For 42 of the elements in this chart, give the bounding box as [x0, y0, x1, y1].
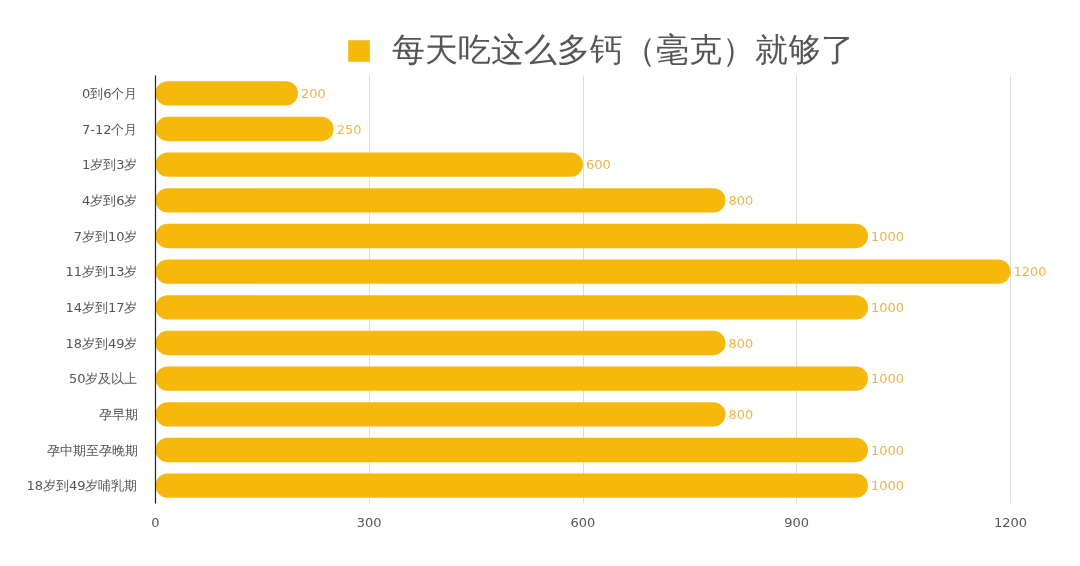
y-tick-label: 11岁到13岁	[65, 264, 138, 280]
data-label: 1200	[1013, 264, 1047, 280]
y-tick-label: 孕中期至孕晚期	[46, 442, 138, 458]
data-label: 1000	[871, 371, 905, 387]
y-tick-label: 14岁到17岁	[65, 299, 138, 315]
y-tick-label: 4岁到6岁	[81, 192, 138, 208]
data-label: 800	[728, 192, 754, 208]
y-tick-label: 50岁及以上	[68, 371, 138, 387]
data-label: 800	[728, 406, 754, 422]
y-tick-label: 18岁到49岁哺乳期	[26, 478, 138, 494]
data-label: 1000	[871, 478, 905, 494]
bar	[155, 188, 726, 213]
bar	[155, 402, 726, 427]
y-tick-label: 0到6个月	[81, 85, 138, 101]
data-label: 1000	[871, 228, 905, 244]
x-tick-label: 900	[784, 514, 810, 530]
data-label: 1000	[871, 299, 905, 315]
bar	[155, 330, 726, 356]
y-tick-label: 7岁到10岁	[73, 228, 138, 244]
x-tick-label: 0	[151, 514, 160, 530]
y-tick-label: 18岁到49岁	[65, 335, 138, 351]
data-label: 200	[301, 85, 326, 101]
x-tick-label: 1200	[993, 514, 1028, 530]
bar	[155, 81, 298, 106]
y-tick-label: 1岁到3岁	[81, 157, 138, 173]
bar	[155, 473, 868, 498]
data-label: 800	[728, 335, 754, 351]
data-label: 250	[336, 121, 362, 137]
bar	[155, 223, 868, 249]
bar	[155, 295, 868, 320]
bar	[155, 152, 583, 177]
x-tick-label: 600	[570, 514, 596, 530]
legend-label: 每天吃这么多钙（毫克）就够了	[392, 29, 854, 71]
y-tick-label: 7-12个月	[82, 121, 138, 137]
data-label: 600	[586, 157, 611, 173]
data-label: 1000	[871, 442, 905, 458]
bar	[155, 116, 334, 142]
bar	[155, 366, 868, 391]
x-tick-label: 300	[356, 514, 382, 530]
bar	[155, 259, 1011, 284]
y-tick-label: 孕早期	[98, 406, 138, 422]
bar	[155, 437, 868, 463]
